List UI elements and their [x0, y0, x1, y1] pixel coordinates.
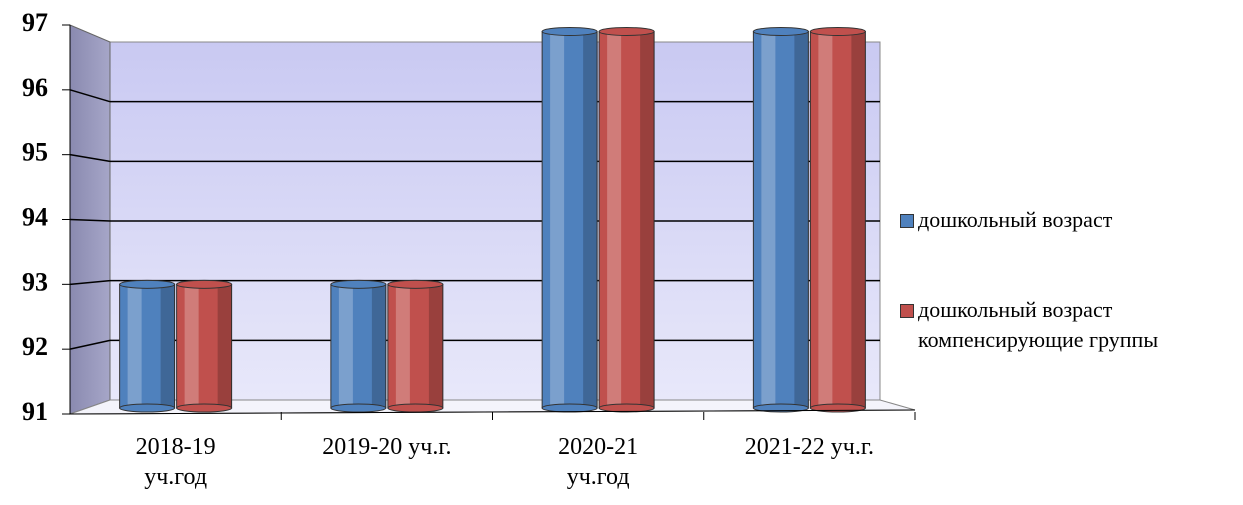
bar [387, 279, 444, 413]
bar [176, 279, 233, 413]
bar-bottom [541, 403, 598, 413]
x-axis [69, 409, 916, 415]
y-tick-label: 93 [22, 267, 48, 296]
bar-shade [851, 31, 866, 408]
bar-bottom [176, 403, 233, 413]
bar-top [176, 279, 233, 289]
bar-body [752, 30, 809, 409]
bar-shade [583, 31, 598, 408]
bar-shine [607, 31, 622, 408]
grid-line [69, 279, 111, 286]
x-tick-label: 2019-20 уч.г. [322, 434, 452, 460]
bar-top [541, 26, 598, 36]
bar [119, 279, 176, 413]
y-tick-label: 96 [22, 73, 48, 102]
bar-bottom [752, 403, 809, 413]
x-tick-label: 2021-22 уч.г. [744, 434, 874, 460]
x-tick-label: 2018-19 уч.год [135, 434, 216, 490]
bar-body [176, 283, 233, 409]
bar-body [598, 30, 655, 409]
bar [598, 26, 655, 413]
bar-shade [217, 284, 232, 408]
y-tick-label: 91 [22, 397, 48, 426]
bar-top [598, 26, 655, 36]
bar-shade [428, 284, 443, 408]
bar [809, 26, 866, 413]
bar-shade [640, 31, 655, 408]
bar-top [809, 26, 866, 36]
bar-shade [794, 31, 809, 408]
bar-body [119, 283, 176, 409]
bar [752, 26, 809, 413]
bar-top [119, 279, 176, 289]
bar-shine [338, 284, 353, 408]
grid-line [69, 153, 111, 163]
y-tick-label: 94 [22, 202, 48, 231]
bar-shade [160, 284, 175, 408]
bar [330, 279, 387, 413]
grid-line [69, 89, 111, 103]
bar-bottom [598, 403, 655, 413]
bar-bottom [119, 403, 176, 413]
bar-bottom [330, 403, 387, 413]
bar-shine [127, 284, 142, 408]
grid-line [69, 339, 111, 350]
y-tick-label: 92 [22, 332, 48, 361]
legend-label: дошкольный возраст компенсирующие группы [918, 297, 1159, 352]
bar-top [752, 26, 809, 36]
bar [541, 26, 598, 413]
y-tick-label: 95 [22, 138, 48, 167]
bar-top [330, 279, 387, 289]
bar-bottom [387, 403, 444, 413]
legend-label: дошкольный возраст [918, 207, 1113, 232]
x-tick-label: 2020-21 уч.год [558, 434, 639, 490]
legend-swatch [900, 214, 914, 228]
bar-top [387, 279, 444, 289]
bar-shine [395, 284, 410, 408]
bar-shine [550, 31, 565, 408]
bar-shade [371, 284, 386, 408]
bar-shine [761, 31, 776, 408]
bar-shine [818, 31, 833, 408]
bar-shine [184, 284, 199, 408]
legend-swatch [900, 304, 914, 318]
grid-line [69, 218, 111, 222]
y-tick-label: 97 [22, 8, 48, 37]
